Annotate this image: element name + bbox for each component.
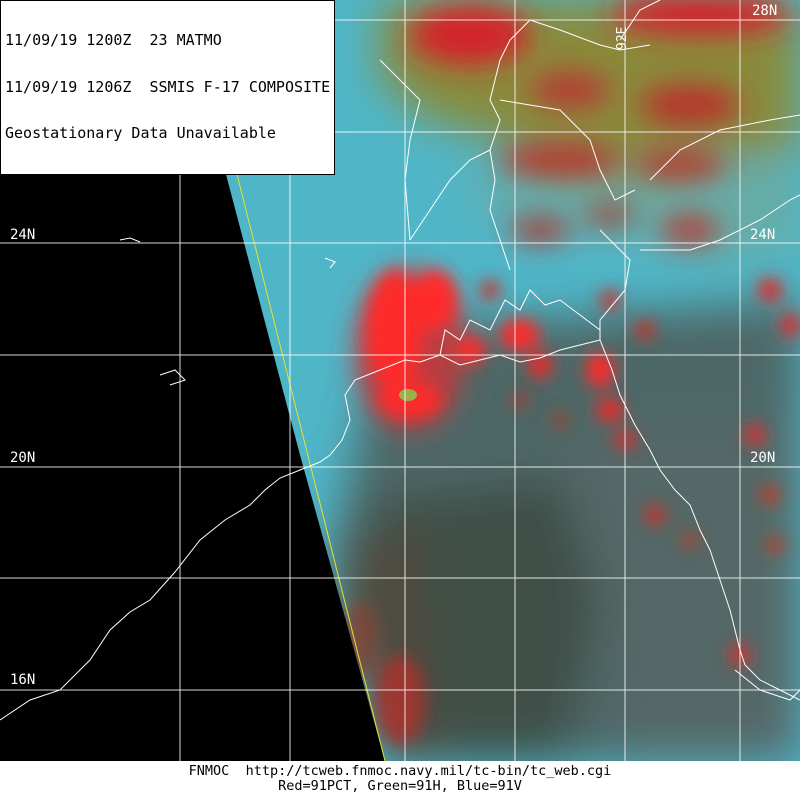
header-line-3: Geostationary Data Unavailable [5,124,276,142]
cyclone-eye [399,389,417,401]
footer-credit-line: FNMOC http://tcweb.fnmoc.navy.mil/tc-bin… [188,763,612,779]
coastlines [0,0,800,721]
header-line-2: 11/09/19 1206Z SSMIS F-17 COMPOSITE [5,77,331,96]
lat-label-16n-left: 16N [10,672,36,688]
microwave-map [0,0,800,761]
header-line-1: 11/09/19 1200Z 23 MATMO [5,31,222,49]
lat-label-28n-right: 28N [752,3,778,19]
image-header: 11/09/19 1200Z 23 MATMO 11/09/19 1206Z S… [0,0,336,175]
footer-channels-line: Red=91PCT, Green=91H, Blue=91V [278,778,522,794]
lat-label-24n-left: 24N [10,227,36,243]
lat-label-20n-left: 20N [10,450,36,466]
lon-label-92e: 92E [615,26,630,50]
scan-swath [180,0,800,761]
credit-footer: FNMOC http://tcweb.fnmoc.navy.mil/tc-bin… [0,761,800,800]
lat-label-24n-right: 24N [750,227,776,243]
lat-label-20n-right: 20N [750,450,776,466]
